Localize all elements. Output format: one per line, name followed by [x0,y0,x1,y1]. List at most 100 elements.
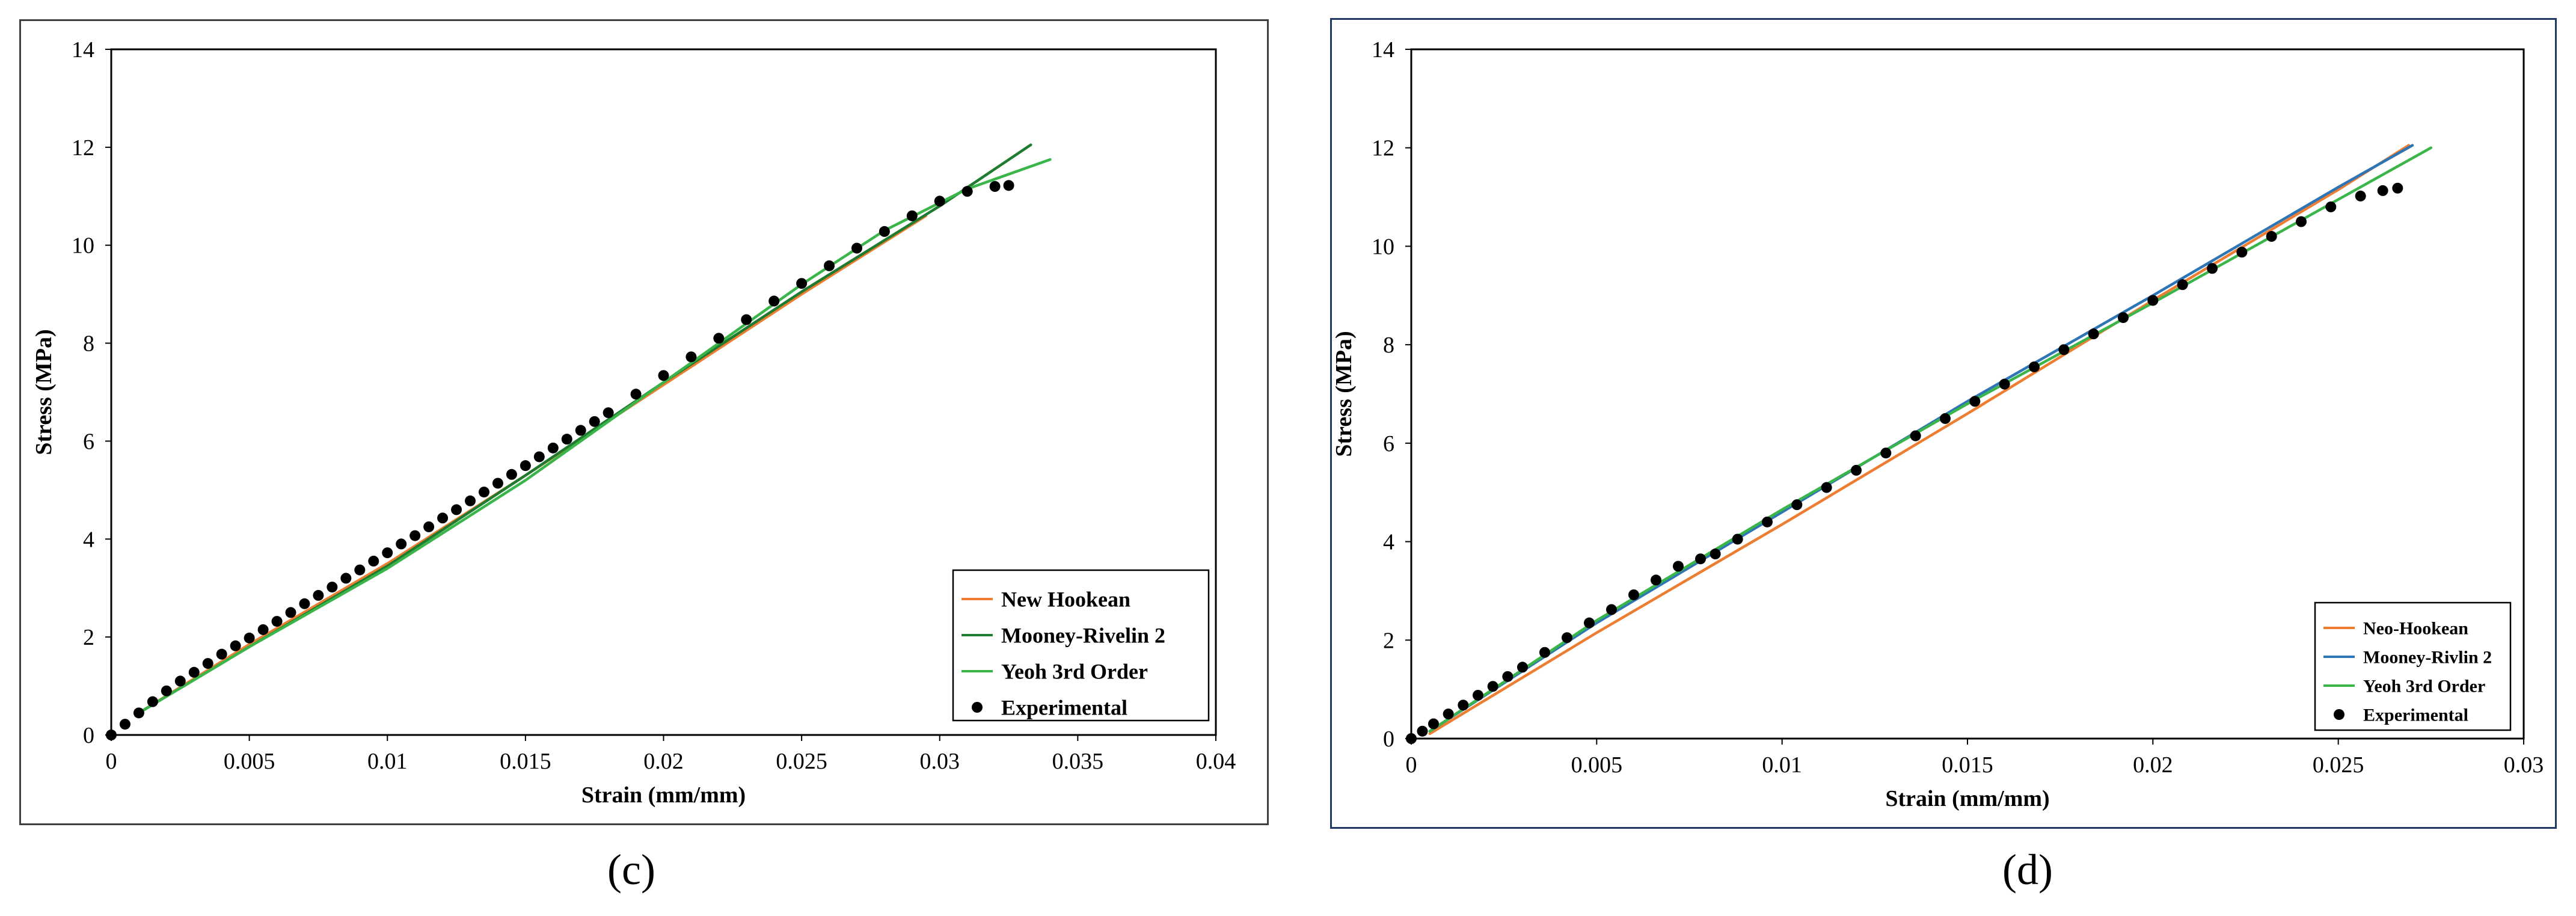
data-point [1880,447,1892,459]
data-point [1458,699,1469,711]
chart-frame [1330,18,2557,829]
x-tick-label: 0.005 [1571,752,1623,778]
data-point [1417,725,1428,737]
data-point [1443,709,1454,720]
data-point [906,210,918,221]
data-point [851,242,862,254]
y-tick-label: 4 [1383,530,1394,555]
data-point [478,487,489,498]
data-point [409,530,421,541]
data-point [989,181,1001,192]
data-point [1487,681,1498,692]
y-tick-label: 10 [1372,234,1394,259]
data-point [2118,312,2129,324]
data-point [257,624,269,635]
data-point [713,333,725,344]
x-tick-label: 0.01 [367,749,408,774]
data-point [2147,295,2159,306]
data-point [1695,553,1706,565]
data-point [2392,182,2403,194]
chart-frame [19,19,1269,825]
y-tick-label: 12 [72,135,94,161]
data-point [547,442,559,453]
data-point [1562,632,1572,644]
x-tick-label: 0.025 [2313,752,2364,778]
data-point [1584,617,1595,629]
y-tick-label: 8 [1383,333,1394,358]
x-tick-label: 0.02 [643,749,684,774]
x-tick-label: 0.015 [500,749,551,774]
data-point [2177,279,2188,290]
data-point [230,640,241,651]
data-point [106,730,117,740]
y-tick-label: 2 [1383,628,1394,653]
data-point [1969,396,1981,407]
data-point [2207,263,2218,274]
data-point [327,582,338,593]
data-point [354,564,366,576]
x-tick-label: 0.015 [1942,752,1993,778]
data-point [2266,231,2277,242]
x-tick-label: 0 [1406,752,1417,778]
data-point [1606,604,1617,615]
series-points-experimental [1406,182,2403,744]
data-point [2377,185,2388,196]
chart-panel-c: 0 0.005 0.01 0.015 0.02 0.025 0.03 0.035 0.04 0 2 4… [19,19,1269,894]
chart-d-svg: 0 0.005 0.01 0.015 0.02 0.025 0.03 0 2 4 6 8 10 12 14 S… [1331,37,2544,811]
data-point [216,648,227,660]
x-tick-label: 0.03 [2504,752,2544,778]
data-point [1710,549,1721,560]
legend-label: Neo-Hookean [2363,619,2468,639]
data-point [188,666,200,678]
data-point [961,186,973,197]
data-point [1502,671,1513,682]
y-tick-label: 14 [1372,37,1394,63]
legend: New Hookean Mooney-Rivelin 2 Yeoh 3rd Orde… [952,569,1210,722]
y-axis-title: Stress (MPa) [1331,331,1357,456]
data-point [603,407,614,419]
data-point [1791,499,1803,511]
data-point [506,469,517,480]
y-tick-label: 6 [83,429,94,454]
x-tick-label: 0.025 [776,749,827,774]
data-point [1428,718,1439,730]
data-point [313,589,324,601]
data-point [2236,247,2248,258]
data-point [1732,533,1743,545]
data-point [658,370,669,381]
data-point [575,425,586,436]
data-point [340,573,352,584]
series-line-new-hookean [137,214,928,715]
data-point [368,555,379,567]
data-point [174,675,186,687]
x-tick-label: 0.005 [224,749,275,774]
legend-label: Mooney-Rivlin 2 [2363,648,2492,668]
data-point [285,607,296,618]
legend-label: Experimental [1001,696,1127,720]
data-point [934,195,945,207]
data-point [437,512,449,524]
legend-swatch [972,702,983,713]
series-points-experimental [106,180,1014,740]
data-point [1473,689,1483,701]
data-point [533,451,545,463]
data-point [147,696,158,707]
data-point [1651,574,1661,586]
data-point [1406,733,1417,744]
legend-label: Yeoh 3rd Order [2363,677,2485,696]
legend-label: Experimental [2363,705,2468,725]
y-tick-label: 14 [72,37,94,63]
data-point [2325,201,2337,212]
y-tick-label: 2 [83,625,94,650]
data-point [1821,482,1832,493]
data-point [1673,561,1684,572]
data-point [589,416,600,427]
series-line-neo-hookean [1428,144,2411,736]
y-tick-label: 10 [72,233,94,259]
data-point [2029,361,2040,372]
x-tick-label: 0.02 [2133,752,2173,778]
data-point [1539,647,1550,658]
data-point [423,521,435,532]
legend-label: Mooney-Rivelin 2 [1001,624,1165,648]
series-line-mooney-rivlin-2 [1428,144,2414,733]
